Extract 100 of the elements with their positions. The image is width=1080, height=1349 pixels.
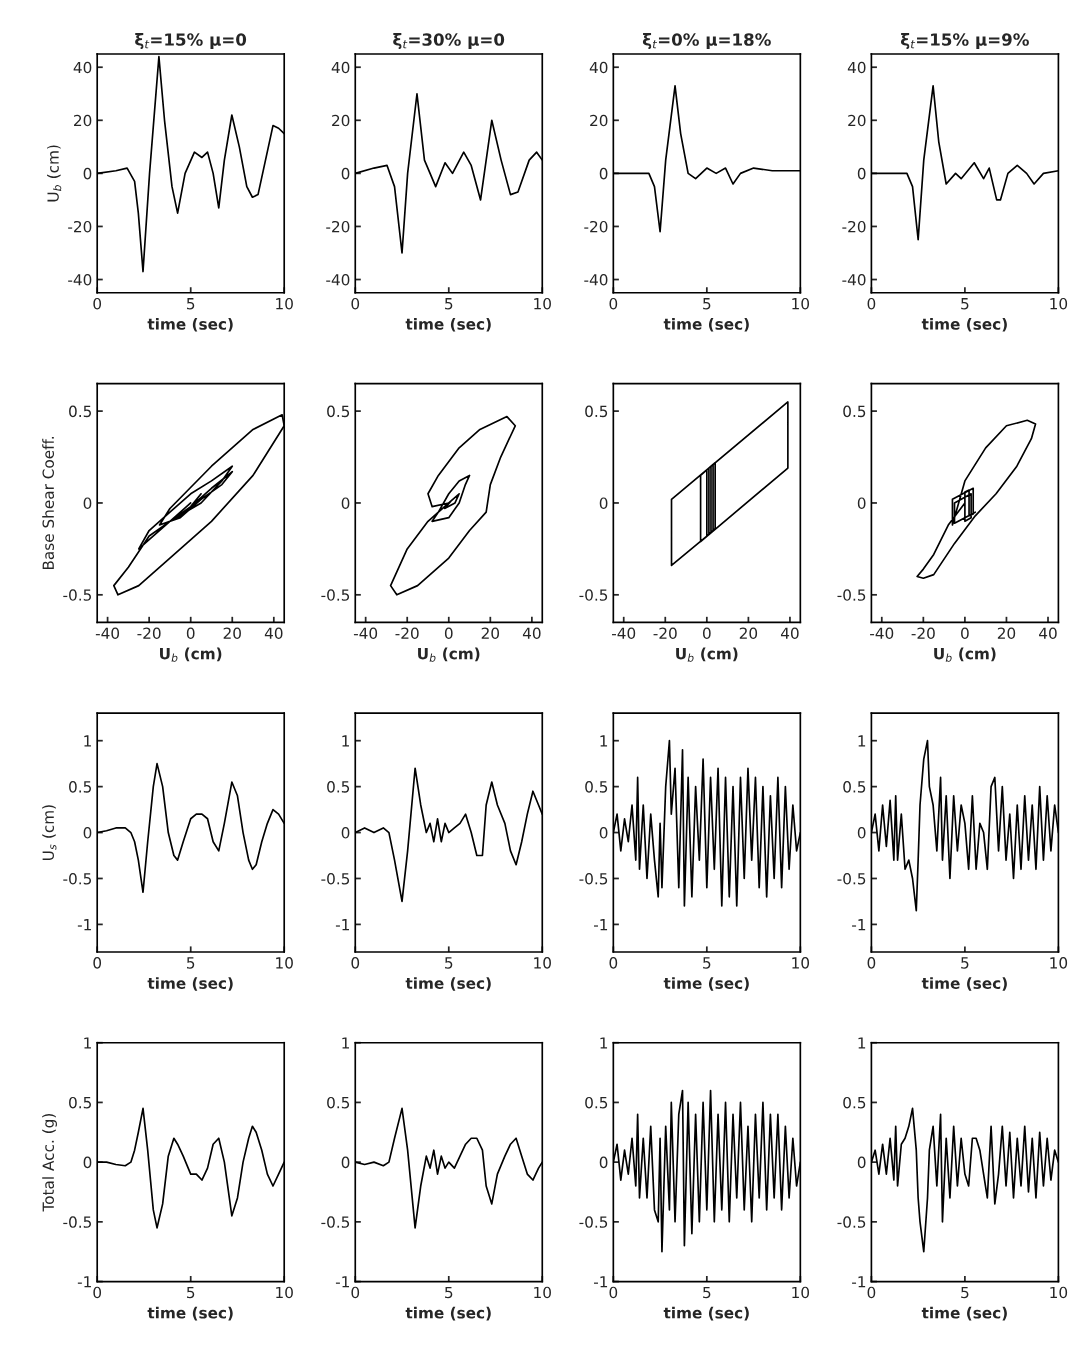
x-tick-label: 0	[351, 297, 360, 310]
x-tick-label: 5	[961, 1286, 969, 1299]
y-tick-label: 0.5	[327, 405, 350, 418]
y-tick-label: 1	[600, 1037, 608, 1049]
y-tick-label: 1	[84, 735, 91, 747]
x-axis-title: time (sec)	[147, 1306, 233, 1321]
y-tick-label: 1	[600, 735, 608, 747]
x-tick-label: 0	[609, 1286, 618, 1299]
y-tick-label: 0.5	[69, 781, 92, 793]
y-tick-label: 20	[590, 114, 608, 127]
x-tick-label: 40	[1039, 627, 1057, 640]
x-tick-label: -20	[911, 627, 935, 640]
x-tick-label: -40	[870, 627, 894, 640]
x-tick-label: -40	[95, 627, 120, 640]
x-tick-label: 0	[351, 1286, 360, 1299]
y-tick-label: -0.5	[321, 872, 350, 885]
y-tick-label: 0.5	[843, 405, 866, 418]
x-tick-label: 5	[187, 298, 195, 310]
y-tick-label: 1	[858, 1037, 866, 1049]
x-tick-label: 5	[187, 957, 195, 969]
y-axis-title: Base Shear Coeff.	[42, 436, 55, 570]
y-tick-label: -0.5	[837, 589, 866, 601]
y-tick-label: -20	[326, 220, 350, 233]
y-tick-label: 0	[341, 167, 350, 180]
y-tick-label: -0.5	[837, 872, 866, 885]
y-tick-label: -20	[584, 220, 608, 233]
x-tick-label: 5	[961, 957, 969, 969]
y-tick-label: 0.5	[585, 405, 608, 418]
chart-title: ξ$_{t}$=30% μ=0	[393, 32, 505, 50]
y-tick-label: 0	[341, 1156, 350, 1169]
y-tick-label: -0.5	[63, 872, 92, 885]
y-axis-title: U$_{s}$ (cm)	[42, 805, 57, 860]
x-tick-label: -20	[395, 627, 419, 640]
x-axis-title: U$_{b}$ (cm)	[676, 647, 738, 662]
y-tick-label: 0.5	[585, 1096, 608, 1109]
y-tick-label: -1	[852, 1276, 866, 1288]
line-series	[916, 419, 1037, 580]
x-axis-title: time (sec)	[663, 1306, 749, 1321]
y-tick-label: 0	[83, 497, 92, 509]
y-tick-label: 0	[857, 167, 866, 180]
y-tick-label: 20	[332, 114, 350, 127]
y-axis-title: Total Acc. (g)	[42, 1114, 57, 1212]
y-tick-label: 0.5	[843, 781, 866, 793]
y-tick-label: 0	[83, 1156, 92, 1169]
x-axis-title: time (sec)	[921, 977, 1007, 991]
x-tick-label: 10	[792, 1286, 810, 1299]
y-tick-label: 0	[857, 827, 866, 839]
y-tick-label: -40	[326, 273, 350, 286]
y-tick-label: 0	[341, 497, 350, 509]
x-tick-label: 0	[444, 627, 453, 640]
y-tick-label: -40	[68, 273, 92, 286]
chart-title: ξ$_{t}$=15% μ=0	[135, 32, 247, 50]
x-tick-label: 10	[792, 957, 810, 969]
x-tick-label: 20	[223, 627, 241, 640]
x-tick-label: 0	[867, 1286, 876, 1299]
x-tick-label: 0	[186, 627, 195, 640]
x-tick-label: 0	[93, 297, 102, 310]
x-tick-label: 0	[93, 957, 102, 969]
y-axis-title: U$_{b}$ (cm)	[47, 145, 62, 202]
x-axis-title: time (sec)	[147, 977, 233, 991]
y-tick-label: 0	[599, 497, 608, 509]
y-tick-label: -1	[593, 919, 608, 931]
x-tick-label: 20	[739, 627, 758, 640]
y-tick-label: 0.5	[69, 1096, 92, 1109]
x-axis-title: time (sec)	[663, 317, 749, 332]
y-tick-label: -0.5	[837, 1216, 866, 1228]
x-tick-label: 20	[997, 627, 1016, 640]
y-tick-label: 1	[342, 735, 349, 747]
x-tick-label: 5	[445, 957, 453, 969]
y-tick-label: 0.5	[69, 405, 92, 418]
x-tick-label: 0	[609, 957, 618, 969]
line-series	[389, 415, 517, 596]
y-tick-label: -0.5	[579, 1216, 608, 1228]
x-tick-label: -40	[611, 627, 636, 640]
y-tick-label: 40	[847, 61, 866, 74]
y-tick-label: 40	[331, 61, 350, 74]
y-tick-label: 0	[857, 497, 866, 509]
x-tick-label: 10	[276, 957, 293, 969]
y-tick-label: -0.5	[63, 1216, 92, 1228]
y-tick-label: 0	[83, 827, 92, 839]
y-tick-label: 20	[74, 114, 92, 127]
line-series	[670, 401, 789, 567]
x-tick-label: 5	[961, 298, 969, 310]
x-axis-title: time (sec)	[405, 317, 491, 332]
chart-title: ξ$_{t}$=0% μ=18%	[642, 32, 771, 50]
x-tick-label: 10	[792, 297, 810, 310]
x-axis-title: time (sec)	[921, 317, 1007, 332]
y-tick-label: -40	[842, 273, 866, 286]
x-tick-label: 0	[961, 627, 969, 640]
x-tick-label: 10	[534, 1286, 551, 1299]
x-tick-label: -20	[137, 627, 161, 640]
x-tick-label: 10	[276, 1286, 293, 1299]
y-tick-label: -1	[77, 1276, 91, 1288]
y-tick-label: 0	[599, 1156, 608, 1169]
y-tick-label: 0	[341, 827, 350, 839]
x-tick-label: 10	[1050, 1286, 1068, 1299]
x-axis-title: time (sec)	[405, 1306, 491, 1321]
y-tick-label: -1	[335, 1276, 349, 1288]
y-tick-label: 0.5	[843, 1096, 866, 1109]
x-axis-title: time (sec)	[921, 1306, 1007, 1321]
